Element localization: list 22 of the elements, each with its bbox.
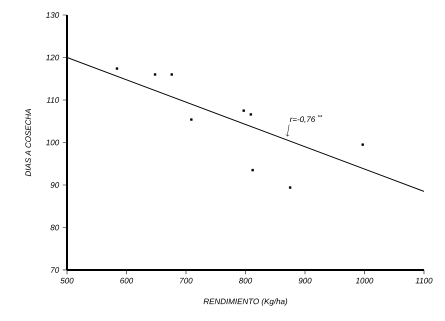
point xyxy=(251,168,254,172)
x-tick-label: 700 xyxy=(180,278,193,284)
annotation: r=-0,76 $^{**}$ xyxy=(290,115,322,124)
y-tick-label: 120 xyxy=(46,54,60,60)
x-tick-label: 1000 xyxy=(356,278,374,284)
x-tick-label: 800 xyxy=(239,278,252,284)
point xyxy=(116,67,118,70)
x-tick-label: 600 xyxy=(120,278,134,284)
x-tick-label: 1100 xyxy=(416,278,433,284)
point xyxy=(250,113,252,116)
point xyxy=(288,186,292,189)
x-tick-label: 500 xyxy=(60,278,74,284)
y-tick-label: 90 xyxy=(50,182,60,188)
y-tick-label: 70 xyxy=(51,267,60,273)
y-tick-label: 110 xyxy=(46,97,60,103)
y-tick-label: 130 xyxy=(46,12,60,18)
point xyxy=(190,118,193,121)
y-axis-title: DIAS A COSECHA xyxy=(25,108,31,176)
x-axis-title: RENDIMIENTO (Kg/ha) xyxy=(204,298,288,306)
y-tick-label: 100 xyxy=(46,140,60,146)
x-tick-label: 900 xyxy=(298,278,312,284)
y-tick-label: 80 xyxy=(50,224,60,230)
